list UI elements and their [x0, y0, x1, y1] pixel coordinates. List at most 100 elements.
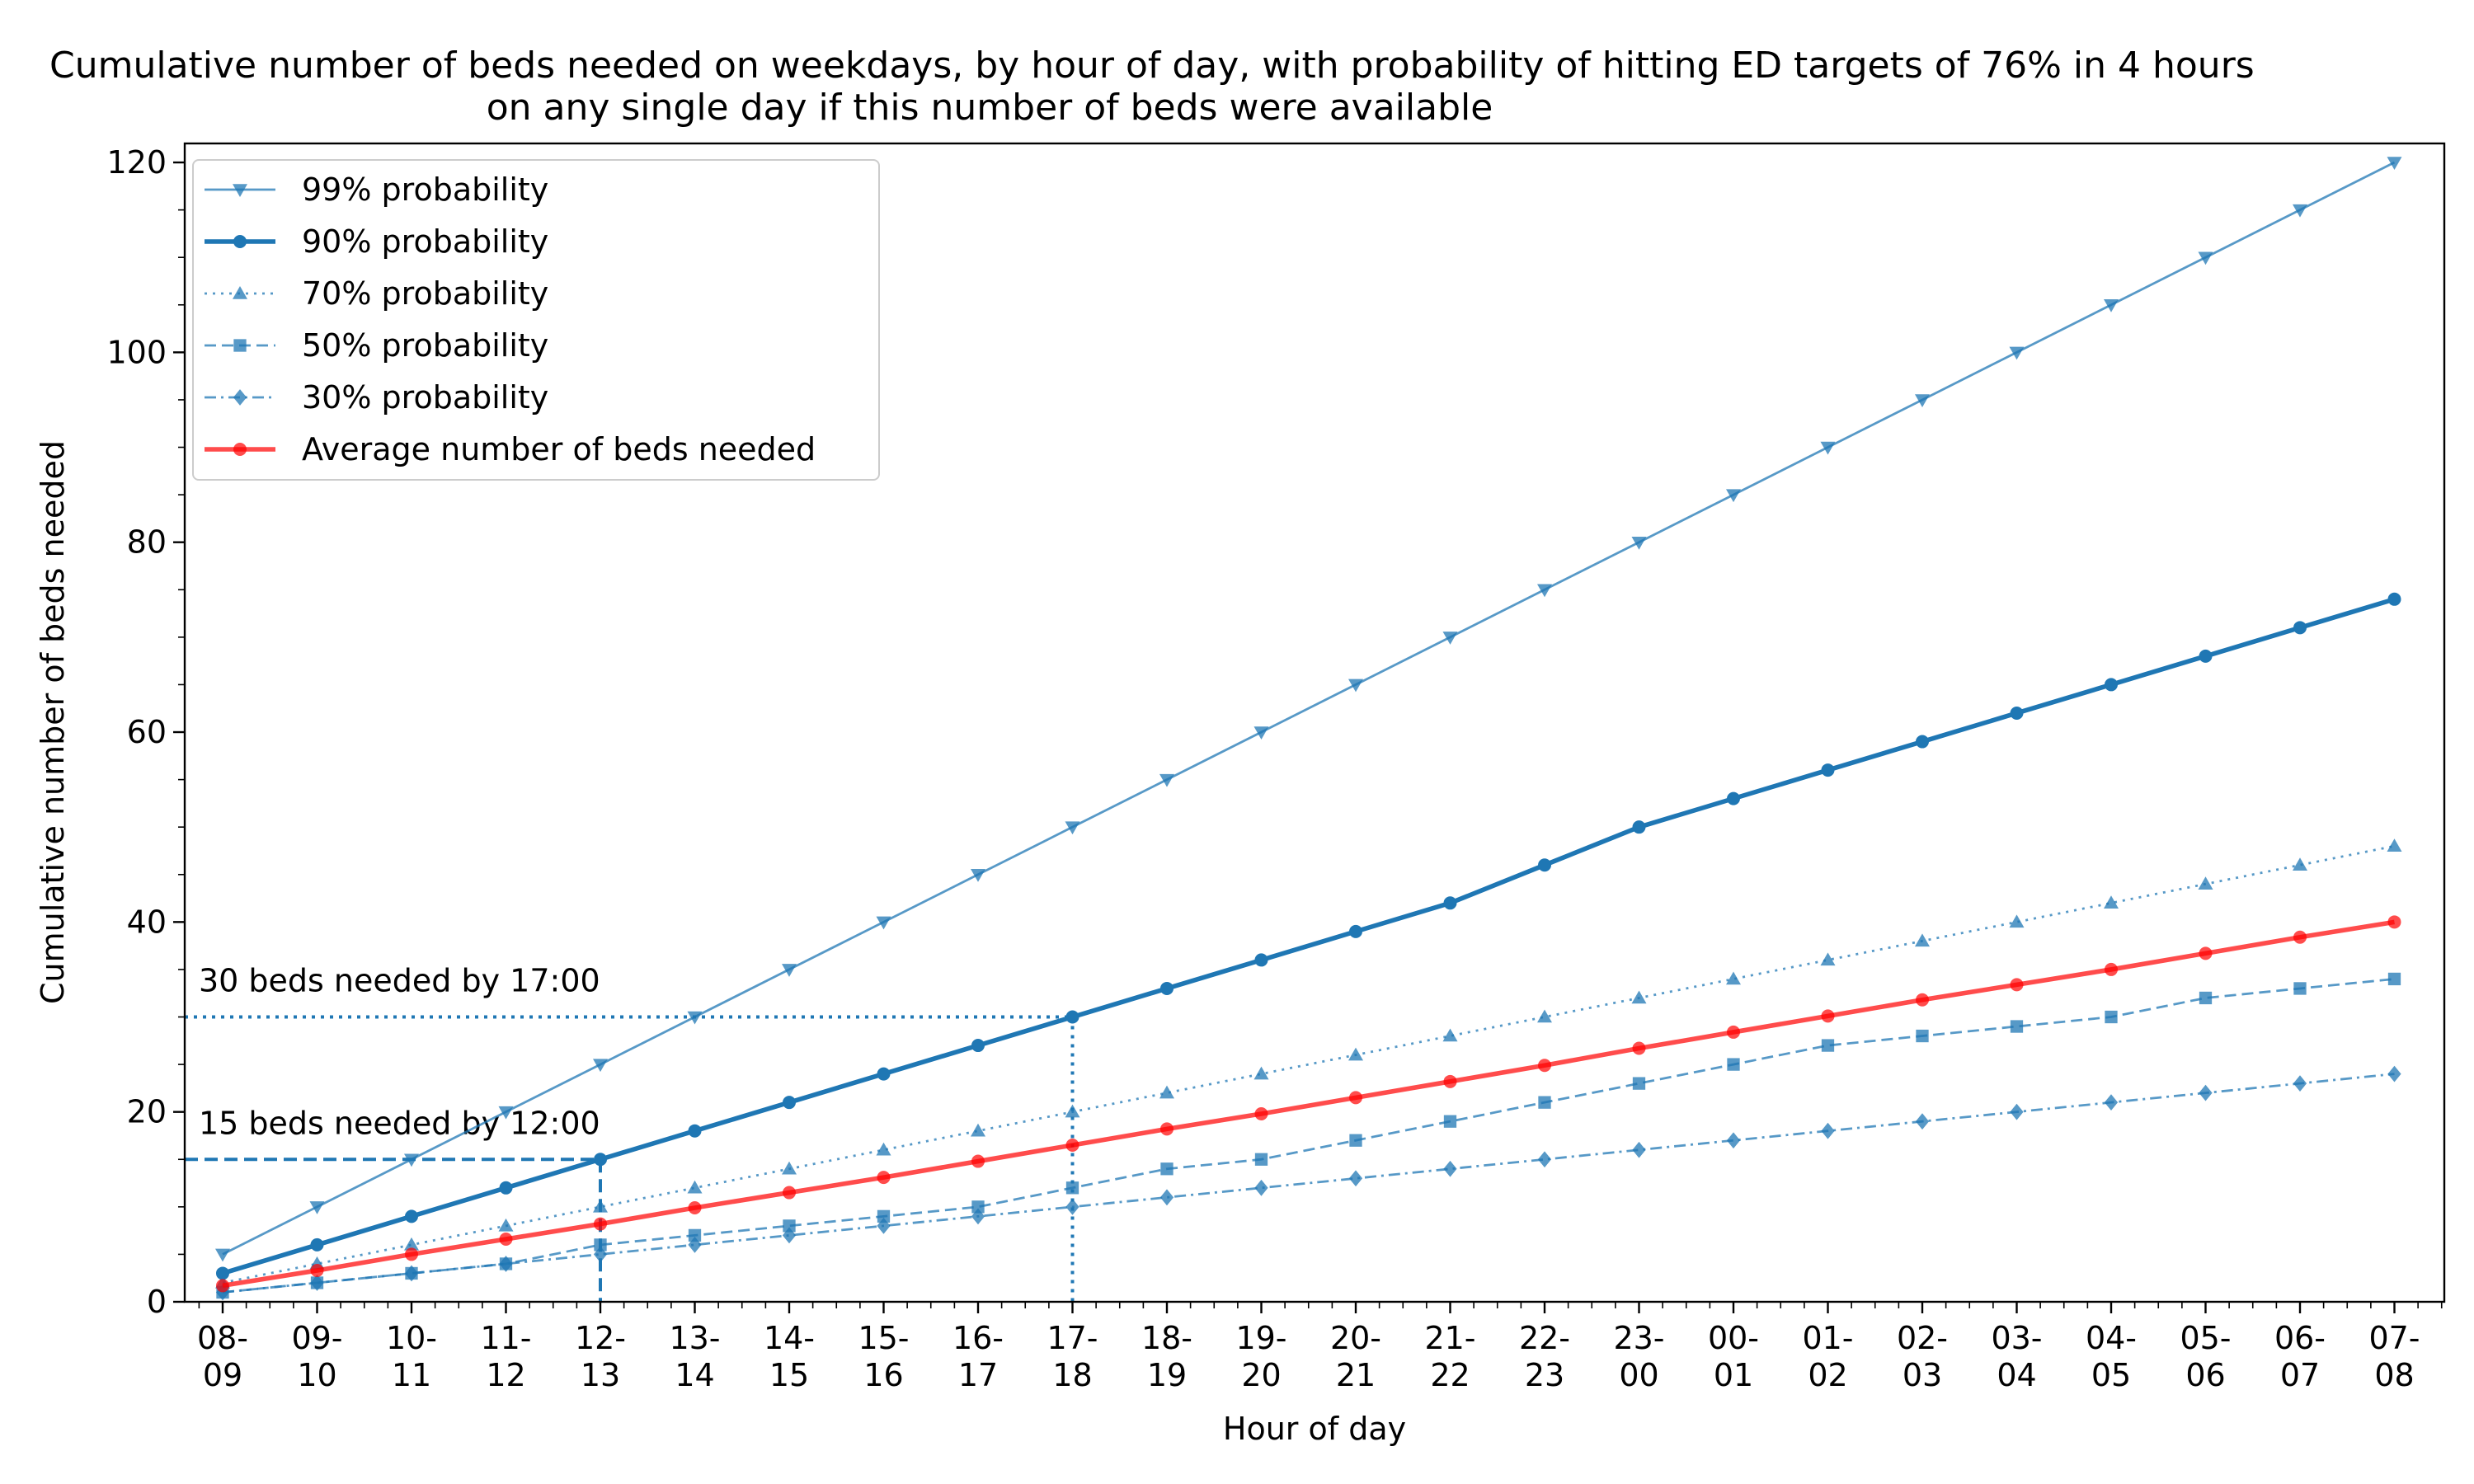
x-tick-label-0-start: 08- — [197, 1320, 248, 1356]
x-tick-label-19-start: 03- — [1991, 1320, 2042, 1356]
series-3-point-17 — [1821, 1039, 1835, 1052]
legend-entry-0: 99% probability — [205, 171, 548, 208]
x-tick-label-10-end: 19 — [1147, 1357, 1187, 1393]
series-1-point-11 — [1254, 953, 1268, 967]
series-5 — [216, 915, 2401, 1293]
series-0-point-11 — [1253, 726, 1269, 740]
x-tick-label-14-start: 22- — [1519, 1320, 1570, 1356]
series-1-point-19 — [2010, 706, 2024, 720]
series-1-point-12 — [1349, 924, 1362, 938]
series-2-point-6 — [782, 1161, 797, 1175]
series-0-point-3 — [498, 1106, 514, 1120]
series-1-point-16 — [1727, 791, 1740, 805]
series-4-point-1 — [310, 1275, 324, 1291]
series-line-2 — [222, 844, 2395, 1284]
series-0-point-13 — [1442, 632, 1458, 645]
series-1-point-8 — [971, 1039, 985, 1053]
series-3-point-5 — [688, 1228, 702, 1242]
series-2-point-10 — [1159, 1085, 1174, 1099]
series-0-point-2 — [404, 1153, 419, 1167]
series-3-point-18 — [1916, 1029, 1929, 1043]
legend-label-1: 90% probability — [302, 223, 548, 260]
series-5-point-19 — [2010, 978, 2024, 992]
series-0-point-5 — [687, 1011, 703, 1025]
series-3-point-15 — [1632, 1077, 1646, 1090]
legend-box — [192, 159, 880, 481]
chart-subtitle: on any single day if this number of beds… — [487, 87, 1493, 129]
x-tick-label-4-end: 13 — [581, 1357, 620, 1393]
series-5-point-12 — [1349, 1091, 1362, 1105]
series-3-point-19 — [2010, 1020, 2024, 1033]
series-5-point-17 — [1821, 1009, 1835, 1023]
series-0-point-9 — [1065, 821, 1080, 835]
x-tick-label-1-start: 09- — [291, 1320, 342, 1356]
plot-frame — [183, 142, 2446, 1303]
series-0-point-17 — [1820, 441, 1836, 455]
x-tick-label-18-end: 03 — [1903, 1357, 1942, 1393]
series-1-point-23 — [2387, 592, 2401, 606]
series-2-point-22 — [2293, 857, 2307, 871]
x-tick-label-12-start: 20- — [1330, 1320, 1381, 1356]
chart-title: Cumulative number of beds needed on week… — [49, 45, 2255, 87]
series-2-point-9 — [1065, 1104, 1080, 1118]
series-3-point-9 — [1065, 1181, 1079, 1195]
legend-entry-4: 30% probability — [205, 379, 548, 416]
x-axis: 08-0909-1010-1111-1212-1313-1414-1515-16… — [197, 1302, 2443, 1393]
legend-label-4: 30% probability — [302, 379, 548, 416]
series-4-point-12 — [1348, 1170, 1363, 1187]
series-line-4 — [222, 1073, 2395, 1294]
legend-label-2: 70% probability — [302, 275, 548, 312]
series-3-point-14 — [1538, 1096, 1551, 1109]
legend-marker-4 — [233, 389, 247, 406]
x-tick-label-20-start: 04- — [2086, 1320, 2137, 1356]
series-1 — [216, 592, 2401, 1280]
series-4-point-6 — [782, 1227, 797, 1244]
series-3-point-8 — [971, 1200, 985, 1214]
series-2-point-20 — [2104, 895, 2119, 909]
x-tick-label-9-end: 18 — [1052, 1357, 1092, 1393]
series-3-point-22 — [2293, 982, 2307, 995]
series-4-point-10 — [1159, 1189, 1174, 1206]
x-tick-label-19-end: 04 — [1997, 1357, 2036, 1393]
series-1-point-3 — [499, 1181, 513, 1195]
series-1-point-18 — [1916, 735, 1929, 749]
series-0-point-8 — [971, 869, 985, 882]
x-tick-label-15-end: 00 — [1619, 1357, 1658, 1393]
series-0-point-15 — [1631, 536, 1647, 550]
series-2-point-19 — [2009, 914, 2025, 928]
legend-marker-1 — [233, 235, 247, 248]
series-5-point-2 — [405, 1247, 418, 1261]
series-3-point-10 — [1160, 1162, 1174, 1176]
series-5-point-8 — [971, 1154, 985, 1168]
x-tick-label-16-start: 00- — [1708, 1320, 1759, 1356]
series-4-point-4 — [593, 1246, 608, 1263]
series-5-point-22 — [2293, 930, 2307, 944]
x-tick-label-11-start: 19- — [1235, 1320, 1286, 1356]
series-3-point-12 — [1349, 1134, 1362, 1147]
y-tick-label-5: 100 — [106, 334, 167, 370]
series-2-point-8 — [971, 1123, 985, 1137]
series-4-point-9 — [1065, 1198, 1079, 1215]
series-line-0 — [222, 161, 2396, 1256]
x-tick-label-5-end: 14 — [675, 1357, 714, 1393]
series-4-point-11 — [1254, 1179, 1268, 1196]
series-4-point-15 — [1632, 1141, 1646, 1158]
x-tick-label-17-start: 01- — [1802, 1320, 1853, 1356]
legend-entry-5: Average number of beds needed — [205, 431, 816, 467]
series-5-point-14 — [1538, 1059, 1551, 1073]
series-4-point-7 — [877, 1217, 891, 1234]
x-tick-label-18-start: 02- — [1897, 1320, 1948, 1356]
series-0 — [215, 157, 2402, 1262]
series-1-point-4 — [594, 1153, 607, 1167]
series-3-point-7 — [877, 1209, 891, 1223]
legend-entry-1: 90% probability — [205, 223, 548, 260]
x-tick-label-20-end: 05 — [2091, 1357, 2131, 1393]
series-2-point-14 — [1537, 1009, 1552, 1023]
series-1-point-6 — [783, 1096, 796, 1110]
series-0-point-21 — [2198, 251, 2213, 265]
x-tick-label-22-end: 07 — [2280, 1357, 2320, 1393]
series-2-point-4 — [593, 1199, 608, 1213]
series-4 — [215, 1065, 2401, 1301]
series-1-point-7 — [877, 1067, 891, 1081]
annotation-label-0: 30 beds needed by 17:00 — [199, 963, 600, 999]
